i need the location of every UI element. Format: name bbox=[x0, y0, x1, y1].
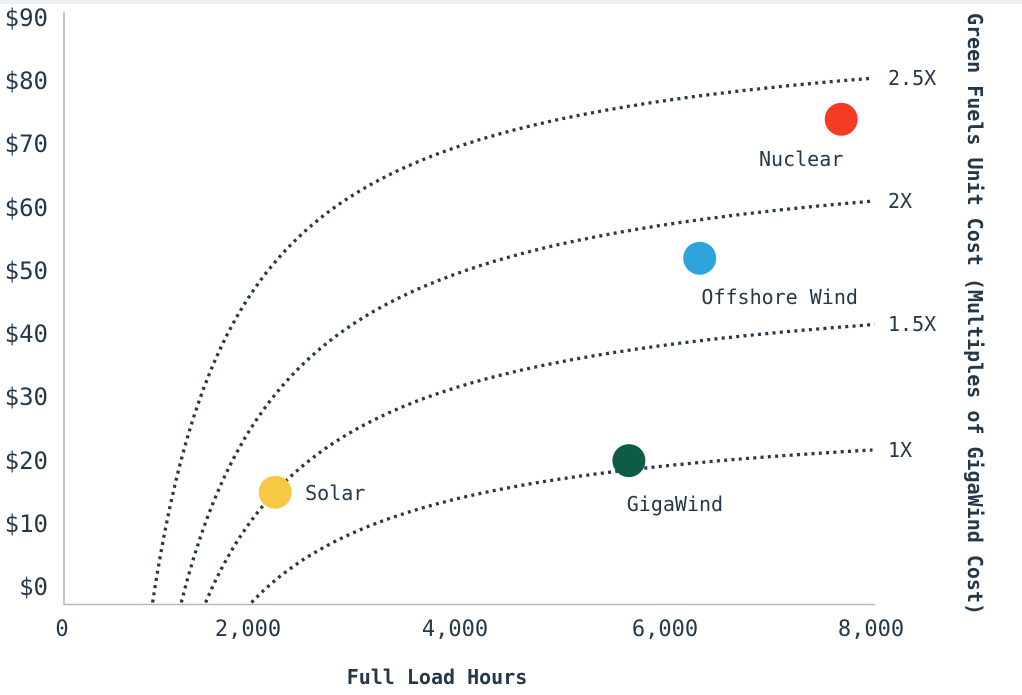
y-axis-tick-label: $90 bbox=[4, 4, 48, 32]
point-label-nuclear: Nuclear bbox=[759, 147, 844, 172]
point-solar bbox=[258, 475, 292, 509]
point-nuclear bbox=[824, 102, 858, 136]
point-gigawind bbox=[612, 444, 646, 478]
x-axis-tick-label: 6,000 bbox=[631, 617, 699, 642]
y-axis-title-right: Green Fuels Unit Cost (Multiples of Giga… bbox=[963, 12, 987, 616]
point-offshore-wind bbox=[683, 241, 717, 275]
y-axis-tick-label: $50 bbox=[4, 256, 48, 285]
y-axis-tick-label: $0 bbox=[19, 573, 48, 601]
x-axis-tick-label: 0 bbox=[55, 617, 69, 642]
curve-2x bbox=[179, 199, 875, 603]
curve-label-2x: 2X bbox=[888, 188, 913, 213]
y-axis-tick-label: $10 bbox=[4, 509, 48, 538]
point-label-solar: Solar bbox=[305, 481, 366, 506]
point-label-offshore-wind: Offshore Wind bbox=[701, 285, 858, 310]
y-axis-tick-label: $20 bbox=[4, 446, 48, 475]
curve-1-5x bbox=[204, 322, 875, 604]
x-axis-title: Full Load Hours bbox=[346, 665, 528, 689]
y-axis-tick-label: $30 bbox=[4, 383, 48, 412]
curve-2-5x bbox=[150, 76, 873, 603]
y-axis-tick-label: $80 bbox=[4, 67, 48, 96]
y-axis-tick-label: $70 bbox=[4, 130, 48, 159]
point-label-gigawind: GigaWind bbox=[626, 491, 724, 516]
x-axis-tick-label: 2,000 bbox=[214, 617, 282, 642]
y-axis-tick-label: $60 bbox=[4, 193, 48, 222]
x-axis-tick-label: 4,000 bbox=[421, 617, 489, 642]
axis-lines bbox=[63, 12, 875, 606]
x-axis-tick-label: 8,000 bbox=[837, 617, 905, 642]
curve-label-1-5x: 1.5X bbox=[888, 312, 937, 337]
curve-label-1x: 1X bbox=[888, 437, 913, 462]
top-border bbox=[0, 0, 1022, 4]
y-axis-tick-label: $40 bbox=[4, 320, 48, 349]
curve-label-2-5x: 2.5X bbox=[888, 65, 937, 90]
curve-1x bbox=[250, 448, 873, 604]
